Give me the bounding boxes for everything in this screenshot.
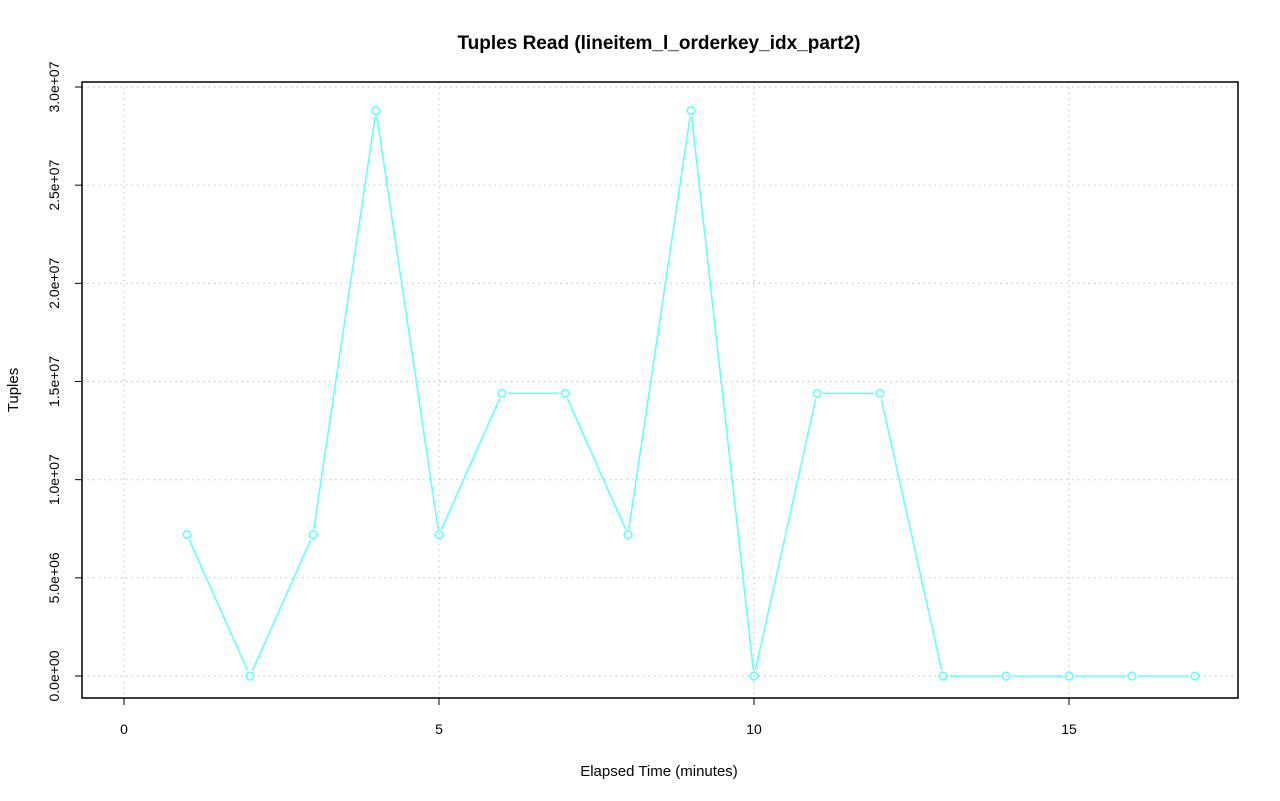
data-point — [1127, 671, 1137, 681]
series-line-segment — [440, 398, 501, 530]
data-point — [812, 388, 822, 398]
data-point — [1190, 671, 1200, 681]
y-tick-label: 2.5e+07 — [46, 159, 62, 210]
series-line-segment — [313, 116, 376, 529]
series-line-segment — [251, 539, 312, 671]
series-line-segment — [628, 116, 691, 529]
plot-frame — [81, 81, 1239, 699]
data-point — [623, 530, 633, 540]
y-tick-label: 0.0e+00 — [46, 650, 62, 701]
series-line-segment — [566, 398, 627, 530]
y-tick-label: 1.0e+07 — [46, 454, 62, 505]
data-point — [749, 671, 759, 681]
data-point — [182, 530, 192, 540]
data-point — [875, 388, 885, 398]
x-tick-label: 0 — [120, 721, 128, 737]
x-tick-label: 10 — [746, 721, 762, 737]
y-tick-label: 5.0e+06 — [46, 552, 62, 603]
data-point — [938, 671, 948, 681]
x-tick-label: 15 — [1061, 721, 1077, 737]
series-line-segment — [880, 398, 943, 671]
series-line-segment — [376, 116, 439, 529]
data-point — [1064, 671, 1074, 681]
data-point — [434, 530, 444, 540]
data-point — [1001, 671, 1011, 681]
y-tick-label: 3.0e+07 — [46, 61, 62, 112]
chart-title: Tuples Read (lineitem_l_orderkey_idx_par… — [457, 33, 860, 54]
data-point — [245, 671, 255, 681]
x-axis: 0 5 10 15 — [120, 698, 1077, 737]
y-axis: 0.0e+00 5.0e+06 1.0e+07 1.5e+07 2.0e+07 2.5e+… — [46, 61, 82, 702]
series-line-segment — [188, 539, 249, 671]
series-layer — [182, 105, 1200, 681]
grid — [82, 82, 1238, 698]
series-line-segment — [754, 398, 817, 671]
series-line-segment — [690, 116, 755, 671]
x-axis-label: Elapsed Time (minutes) — [580, 763, 738, 780]
data-point — [560, 388, 570, 398]
data-point — [497, 388, 507, 398]
y-tick-label: 1.5e+07 — [46, 356, 62, 407]
data-point — [371, 105, 381, 116]
y-tick-label: 2.0e+07 — [46, 258, 62, 309]
data-point — [686, 105, 696, 116]
x-tick-label: 5 — [435, 721, 443, 737]
data-point — [308, 530, 318, 540]
y-axis-label: Tuples — [5, 368, 22, 412]
